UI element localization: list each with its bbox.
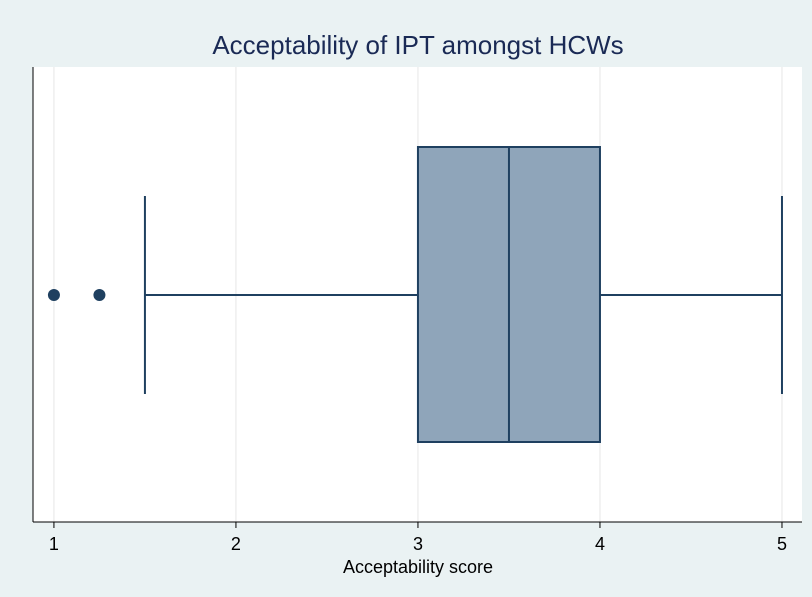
chart-title: Acceptability of IPT amongst HCWs xyxy=(212,30,623,60)
outlier xyxy=(47,289,60,301)
x-tick-label: 5 xyxy=(777,534,787,554)
x-axis-label: Acceptability score xyxy=(343,557,493,577)
x-tick-label: 4 xyxy=(595,534,605,554)
x-tick-label: 3 xyxy=(413,534,423,554)
outlier xyxy=(93,289,106,301)
x-tick-label: 2 xyxy=(231,534,241,554)
x-tick-label: 1 xyxy=(49,534,59,554)
